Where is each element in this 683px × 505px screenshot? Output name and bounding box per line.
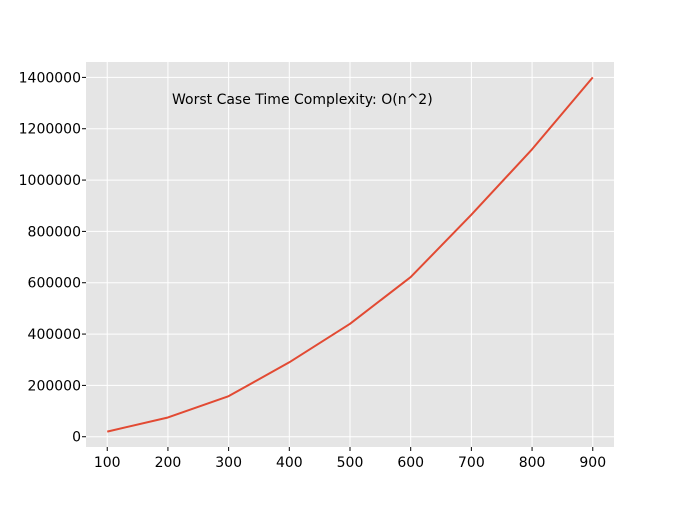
y-tick-label: 800000 xyxy=(28,224,81,240)
y-tick-label: 0 xyxy=(72,430,81,446)
series-lines xyxy=(107,76,594,433)
x-tick-label: 100 xyxy=(94,455,121,471)
x-tick-label: 600 xyxy=(397,455,424,471)
x-tick-label: 200 xyxy=(155,455,182,471)
x-tick-label: 500 xyxy=(337,455,364,471)
axis-ticks xyxy=(82,76,594,451)
y-tick-label: 200000 xyxy=(28,378,81,394)
x-tick-label: 400 xyxy=(276,455,303,471)
x-tick-label: 800 xyxy=(519,455,546,471)
y-tick-label: 1200000 xyxy=(19,122,81,138)
y-axis-tick-labels: 0 200000 400000 600000 800000 1000000 1200000 1… xyxy=(19,70,81,445)
x-tick-label: 300 xyxy=(215,455,242,471)
grid xyxy=(86,62,614,447)
x-axis-tick-labels: 100 200 300 400 500 600 700 800 900 xyxy=(94,455,606,471)
x-tick-label: 700 xyxy=(458,455,485,471)
x-tick-label: 900 xyxy=(579,455,606,471)
y-tick-label: 600000 xyxy=(28,276,81,292)
y-tick-label: 400000 xyxy=(28,327,81,343)
chart-annotation: Worst Case Time Complexity: O(n^2) xyxy=(172,92,433,108)
y-tick-label: 1400000 xyxy=(19,70,81,86)
y-tick-label: 1000000 xyxy=(19,173,81,189)
